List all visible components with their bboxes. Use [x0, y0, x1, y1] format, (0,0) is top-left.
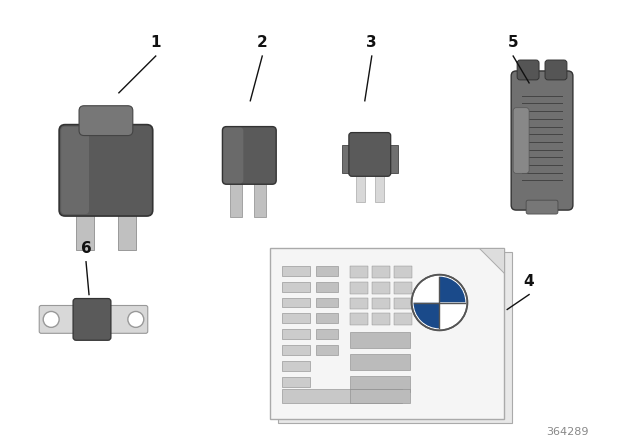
- Bar: [282, 329, 310, 339]
- Text: 364289: 364289: [547, 426, 589, 437]
- Bar: [350, 389, 410, 403]
- Text: 1: 1: [150, 35, 161, 50]
- Text: 5: 5: [508, 35, 518, 50]
- FancyBboxPatch shape: [39, 306, 85, 333]
- Bar: [350, 282, 368, 293]
- Bar: [282, 377, 310, 387]
- FancyBboxPatch shape: [61, 127, 89, 214]
- Bar: [282, 314, 310, 323]
- Wedge shape: [440, 277, 465, 302]
- FancyBboxPatch shape: [526, 200, 558, 214]
- Polygon shape: [278, 252, 512, 423]
- Bar: [394, 297, 412, 310]
- Bar: [316, 314, 338, 323]
- Bar: [316, 282, 338, 292]
- Wedge shape: [413, 277, 440, 302]
- Text: 3: 3: [367, 35, 377, 50]
- Polygon shape: [270, 248, 504, 419]
- Bar: [350, 297, 368, 310]
- Bar: [350, 314, 368, 325]
- Bar: [282, 389, 402, 403]
- Bar: [316, 297, 338, 307]
- FancyBboxPatch shape: [517, 60, 539, 80]
- Wedge shape: [440, 302, 465, 328]
- Bar: [356, 170, 365, 202]
- Bar: [350, 354, 410, 370]
- Bar: [394, 266, 412, 278]
- Bar: [118, 195, 136, 250]
- FancyBboxPatch shape: [511, 71, 573, 210]
- Bar: [372, 297, 390, 310]
- FancyBboxPatch shape: [223, 128, 243, 183]
- Polygon shape: [479, 248, 504, 273]
- FancyBboxPatch shape: [513, 108, 529, 173]
- Bar: [230, 175, 243, 217]
- Bar: [372, 266, 390, 278]
- Bar: [282, 297, 310, 307]
- Circle shape: [44, 311, 59, 327]
- Bar: [76, 195, 94, 250]
- Circle shape: [128, 311, 144, 327]
- Bar: [394, 314, 412, 325]
- Text: 4: 4: [524, 274, 534, 289]
- Bar: [282, 361, 310, 371]
- FancyBboxPatch shape: [223, 127, 276, 184]
- Bar: [316, 266, 338, 276]
- Bar: [282, 282, 310, 292]
- FancyBboxPatch shape: [545, 60, 567, 80]
- FancyBboxPatch shape: [59, 125, 153, 216]
- FancyBboxPatch shape: [79, 106, 133, 136]
- Bar: [394, 282, 412, 293]
- Text: 6: 6: [81, 241, 92, 256]
- FancyBboxPatch shape: [73, 298, 111, 340]
- Bar: [372, 282, 390, 293]
- Bar: [282, 345, 310, 355]
- Bar: [342, 146, 356, 173]
- Bar: [282, 266, 310, 276]
- Bar: [375, 170, 384, 202]
- Bar: [384, 146, 397, 173]
- Bar: [316, 345, 338, 355]
- Bar: [350, 332, 410, 348]
- FancyBboxPatch shape: [102, 306, 148, 333]
- Bar: [372, 314, 390, 325]
- Text: 2: 2: [257, 35, 268, 50]
- Bar: [316, 329, 338, 339]
- Bar: [350, 376, 410, 392]
- Wedge shape: [413, 302, 440, 328]
- Bar: [350, 266, 368, 278]
- FancyBboxPatch shape: [349, 133, 390, 177]
- Bar: [254, 175, 266, 217]
- Circle shape: [412, 275, 467, 330]
